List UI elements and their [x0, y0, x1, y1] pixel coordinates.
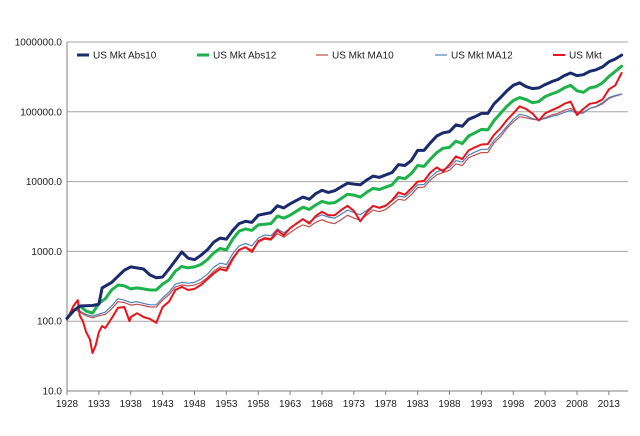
x-tick-label: 1933 [88, 399, 111, 410]
legend-label: US Mkt MA12 [451, 51, 513, 62]
axes [66, 42, 628, 395]
x-axis-tick-labels: 1928 1933 1938 1943 1948 1953 1958 1963 1968 1973… [56, 399, 621, 410]
series-lines [65, 53, 624, 354]
x-tick-label: 1928 [56, 399, 79, 410]
y-tick-label: 1000.0 [31, 247, 62, 258]
y-tick-label: 10.0 [43, 387, 63, 398]
legend-label: US Mkt MA10 [332, 51, 394, 62]
y-axis-tick-labels: 10.0 100.0 1000.0 10000.0 100000.0 1000000.0 [15, 38, 63, 398]
y-tick-label: 100.0 [37, 317, 62, 328]
series-line-us-mkt-ma12 [66, 93, 623, 321]
x-tick-label: 2003 [534, 399, 557, 410]
series-line-us-mkt [66, 72, 623, 354]
legend-label: US Mkt Abs10 [93, 51, 157, 62]
x-tick-label: 1983 [407, 399, 430, 410]
series-line-us-mkt-abs10 [65, 53, 624, 320]
y-tick-label: 10000.0 [26, 177, 63, 188]
x-tick-label: 1988 [438, 399, 461, 410]
x-tick-label: 1968 [311, 399, 334, 410]
legend-label: US Mkt Abs12 [213, 51, 277, 62]
x-tick-label: 1948 [183, 399, 206, 410]
x-tick-label: 1953 [215, 399, 238, 410]
x-tick-label: 1958 [247, 399, 270, 410]
x-tick-label: 1993 [470, 399, 493, 410]
x-tick-label: 1938 [120, 399, 143, 410]
legend: US Mkt Abs10 US Mkt Abs12 US Mkt MA10 US Mk… [77, 51, 602, 62]
legend-label: US Mkt [569, 51, 602, 62]
x-tick-label: 1963 [279, 399, 302, 410]
y-tick-label: 1000000.0 [15, 38, 63, 49]
x-tick-label: 1998 [502, 399, 525, 410]
x-tick-label: 1973 [343, 399, 366, 410]
horizontal-gridlines [67, 41, 628, 322]
x-tick-label: 2013 [598, 399, 621, 410]
x-tick-label: 1978 [375, 399, 398, 410]
series-line-us-mkt-ma10 [66, 93, 623, 321]
series-line-us-mkt-abs12 [65, 64, 624, 320]
y-tick-label: 100000.0 [20, 107, 62, 118]
x-tick-label: 2008 [566, 399, 589, 410]
x-tick-label: 1943 [152, 399, 175, 410]
